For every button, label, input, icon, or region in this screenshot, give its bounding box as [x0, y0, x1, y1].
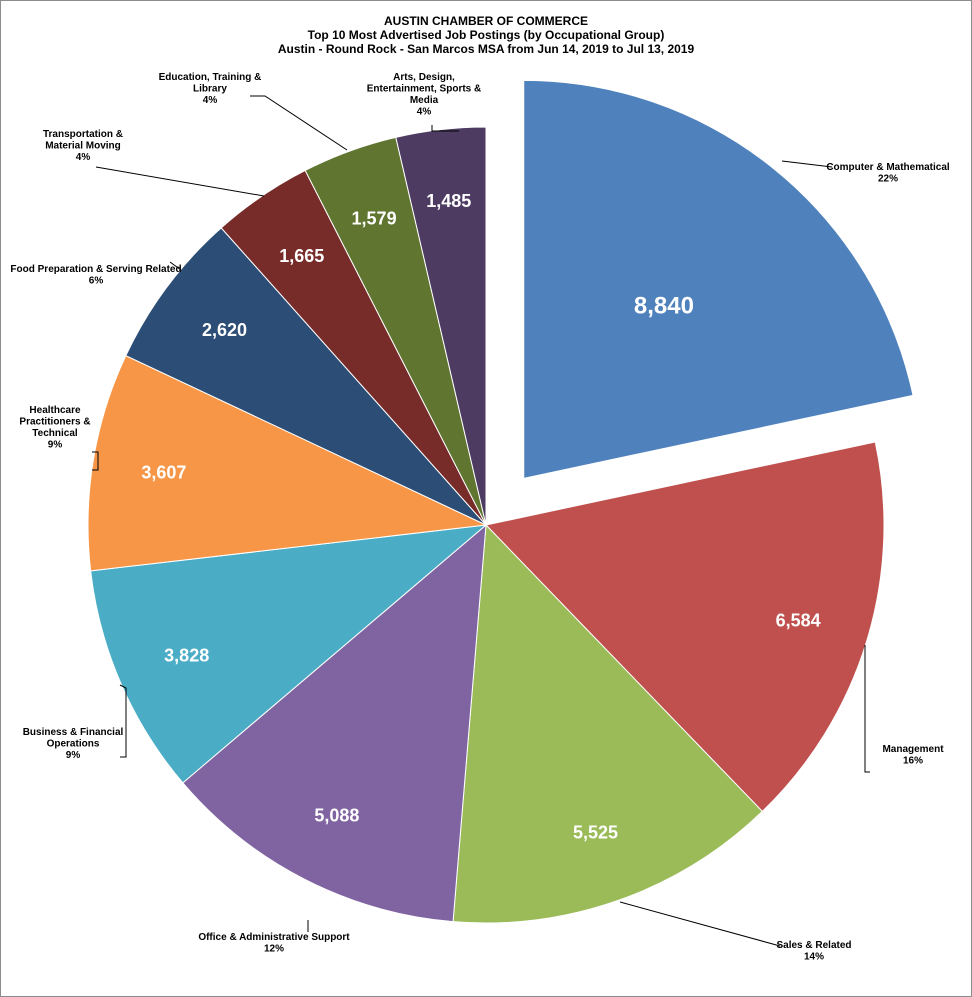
leader-line-healthcare-practitioners-and-technical [92, 451, 99, 471]
value-label-management: 6,584 [776, 611, 821, 631]
category-labels: Computer & Mathematical 22% Management 16% S… [10, 72, 949, 963]
value-label-transportation-and-material-moving: 1,665 [279, 246, 324, 266]
category-label-line: Entertainment, Sports & [367, 84, 481, 95]
value-label-arts-design-entertainment-sports-and-media: 1,485 [426, 191, 471, 211]
leader-line-food-preparation-and-serving-related [169, 261, 182, 271]
chart-title-org: AUSTIN CHAMBER OF COMMERCE [384, 14, 588, 28]
category-label-line: Transportation & [43, 129, 123, 140]
category-label-management: Management 16% [882, 744, 944, 767]
category-label-line: Healthcare [29, 405, 81, 416]
category-label-healthcare-practitioners-and-technical: Healthcare Practitioners & Technical 9% [19, 405, 90, 451]
category-label-education-training-and-library: Education, Training & Library 4% [159, 72, 262, 106]
percent-label-computer-and-mathematical: 22% [878, 174, 898, 185]
percent-label-healthcare-practitioners-and-technical: 9% [48, 440, 63, 451]
leader-lines [92, 95, 870, 947]
leader-line-arts-design-entertainment-sports-and-media [431, 125, 459, 132]
category-label-line: Education, Training & [159, 72, 262, 83]
leader-line-management [864, 645, 870, 773]
percent-label-education-training-and-library: 4% [203, 95, 218, 106]
pie-slice-office-and-administrative-support [182, 523, 487, 923]
percent-label-transportation-and-material-moving: 4% [76, 152, 91, 163]
leader-line-transportation-and-material-moving [95, 166, 265, 197]
chart-title-block: AUSTIN CHAMBER OF COMMERCE Top 10 Most A… [0, 14, 972, 56]
pie-slice-management [485, 441, 885, 813]
category-label-line: Sales & Related [776, 940, 851, 951]
category-label-line: Practitioners & [19, 417, 90, 428]
category-label-line: Arts, Design, [393, 72, 455, 83]
category-label-line: Office & Administrative Support [198, 932, 350, 943]
value-label-sales-and-related: 5,525 [573, 823, 618, 843]
leader-line-education-training-and-library [250, 95, 348, 151]
percent-label-office-and-administrative-support: 12% [264, 944, 284, 955]
percent-label-arts-design-entertainment-sports-and-media: 4% [417, 107, 432, 118]
category-label-business-and-financial-operations: Business & Financial Operations 9% [23, 727, 124, 761]
pie-slice-healthcare-practitioners-and-technical [87, 354, 488, 572]
category-label-transportation-and-material-moving: Transportation & Material Moving 4% [43, 129, 123, 163]
category-label-sales-and-related: Sales & Related 14% [776, 940, 851, 963]
value-label-computer-and-mathematical: 8,840 [634, 292, 694, 319]
leader-line-business-and-financial-operations [119, 684, 127, 758]
pie-slice-sales-and-related [452, 523, 764, 924]
category-label-line: Business & Financial [23, 727, 124, 738]
pie-slice-computer-and-mathematical [523, 79, 914, 479]
category-label-arts-design-entertainment-sports-and-media: Arts, Design, Entertainment, Sports & Medi… [367, 72, 481, 118]
chart-subtitle: Austin - Round Rock - San Marcos MSA fro… [277, 42, 695, 56]
category-label-computer-and-mathematical: Computer & Mathematical 22% [826, 162, 950, 185]
value-label-food-preparation-and-serving-related: 2,620 [202, 320, 247, 340]
value-label-business-and-financial-operations: 3,828 [164, 645, 209, 665]
pie-slice-food-preparation-and-serving-related [125, 227, 487, 526]
pie-slices [87, 79, 914, 924]
category-label-line: Material Moving [45, 141, 121, 152]
category-label-food-preparation-and-serving-related: Food Preparation & Serving Related 6% [10, 264, 181, 287]
value-label-office-and-administrative-support: 5,088 [314, 806, 359, 826]
category-label-line: Media [410, 95, 439, 106]
value-labels: 8,840 6,584 5,525 5,088 3,828 3,607 2,620 1,665… [141, 191, 820, 843]
value-label-education-training-and-library: 1,579 [352, 209, 397, 229]
category-label-line: Food Preparation & Serving Related [10, 264, 181, 275]
chart-title: Top 10 Most Advertised Job Postings (by … [307, 28, 665, 42]
category-label-line: Operations [47, 739, 100, 750]
category-label-line: Technical [32, 428, 78, 439]
category-label-line: Computer & Mathematical [826, 162, 950, 173]
percent-label-food-preparation-and-serving-related: 6% [89, 276, 104, 287]
category-label-line: Management [882, 744, 944, 755]
percent-label-business-and-financial-operations: 9% [66, 750, 81, 761]
leader-line-computer-and-mathematical [781, 160, 833, 168]
percent-label-management: 16% [903, 756, 923, 767]
percent-label-sales-and-related: 14% [804, 952, 824, 963]
leader-line-sales-and-related [619, 901, 781, 947]
value-label-healthcare-practitioners-and-technical: 3,607 [141, 463, 186, 483]
pie-slice-arts-design-entertainment-sports-and-media [395, 126, 487, 526]
pie-slice-business-and-financial-operations [90, 524, 488, 784]
category-label-office-and-administrative-support: Office & Administrative Support 12% [198, 932, 350, 955]
category-label-line: Library [193, 84, 227, 95]
